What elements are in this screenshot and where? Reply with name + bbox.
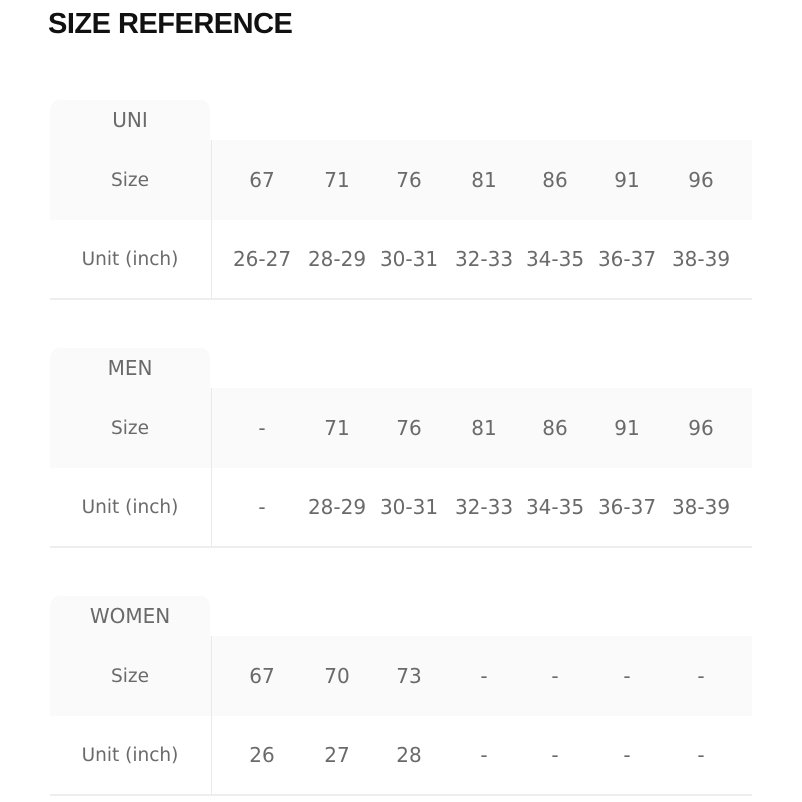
unit-row: Unit (inch) 26-27 28-29 30-31 32-33 34-35 36-3… — [50, 220, 752, 300]
table-cell: 28-29 — [307, 495, 367, 519]
page-title: SIZE REFERENCE — [48, 8, 293, 40]
table-cell: 38-39 — [671, 247, 731, 271]
table-cell: 76 — [396, 416, 422, 440]
table-cell: - — [623, 664, 631, 688]
size-row: Size - 71 76 81 86 91 96 — [50, 388, 752, 470]
table-cell: 36-37 — [597, 495, 657, 519]
table-cell: - — [258, 495, 266, 519]
table-cell: 67 — [249, 168, 275, 192]
column-divider — [211, 636, 212, 794]
table-cell: 91 — [614, 168, 640, 192]
table-cell: 28 — [396, 743, 422, 767]
row-label: Size — [111, 169, 149, 191]
table-cell: - — [551, 743, 559, 767]
table-cell: - — [697, 743, 705, 767]
column-divider — [211, 140, 212, 298]
size-table-men: MEN Size - 71 76 81 86 91 96 Unit (inch) - 28-29 30-… — [50, 348, 752, 548]
table-cell: 34-35 — [525, 495, 585, 519]
table-cell: 38-39 — [671, 495, 731, 519]
table-cell: 96 — [688, 168, 714, 192]
table-cell: 86 — [542, 416, 568, 440]
table-tab: WOMEN — [50, 596, 210, 636]
table-cell: 73 — [396, 664, 422, 688]
table-cell: 76 — [396, 168, 422, 192]
size-table-uni: UNI Size 67 71 76 81 86 91 96 Unit (inch) 26-27 28-… — [50, 100, 752, 300]
table-tab: MEN — [50, 348, 210, 388]
table-cell: 28-29 — [307, 247, 367, 271]
table-cell: 34-35 — [525, 247, 585, 271]
table-cell: 30-31 — [379, 495, 439, 519]
table-cell: 70 — [324, 664, 350, 688]
table-cell: 71 — [324, 168, 350, 192]
unit-row: Unit (inch) 26 27 28 - - - - — [50, 716, 752, 796]
table-cell: 32-33 — [454, 247, 514, 271]
table-cell: 71 — [324, 416, 350, 440]
table-cell: 32-33 — [454, 495, 514, 519]
table-cell: 86 — [542, 168, 568, 192]
size-row: Size 67 71 76 81 86 91 96 — [50, 140, 752, 222]
size-table-women: WOMEN Size 67 70 73 - - - - Unit (inch) 26 27 28 - - - - — [50, 596, 752, 796]
table-cell: 26 — [249, 743, 275, 767]
table-cell: 26-27 — [232, 247, 292, 271]
row-label: Unit (inch) — [81, 744, 179, 766]
table-cell: - — [258, 416, 266, 440]
table-tab: UNI — [50, 100, 210, 140]
size-row: Size 67 70 73 - - - - — [50, 636, 752, 718]
table-cell: - — [480, 664, 488, 688]
table-cell: 81 — [471, 416, 497, 440]
table-cell: 27 — [324, 743, 350, 767]
row-label: Unit (inch) — [81, 248, 179, 270]
table-cell: - — [697, 664, 705, 688]
table-cell: 96 — [688, 416, 714, 440]
table-cell: - — [551, 664, 559, 688]
table-cell: 67 — [249, 664, 275, 688]
row-label: Unit (inch) — [81, 496, 179, 518]
row-label: Size — [111, 665, 149, 687]
table-cell: 36-37 — [597, 247, 657, 271]
column-divider — [211, 388, 212, 546]
table-cell: 81 — [471, 168, 497, 192]
table-cell: 91 — [614, 416, 640, 440]
row-label: Size — [111, 417, 149, 439]
unit-row: Unit (inch) - 28-29 30-31 32-33 34-35 36-37 38-… — [50, 468, 752, 548]
table-cell: - — [480, 743, 488, 767]
table-cell: - — [623, 743, 631, 767]
table-cell: 30-31 — [379, 247, 439, 271]
